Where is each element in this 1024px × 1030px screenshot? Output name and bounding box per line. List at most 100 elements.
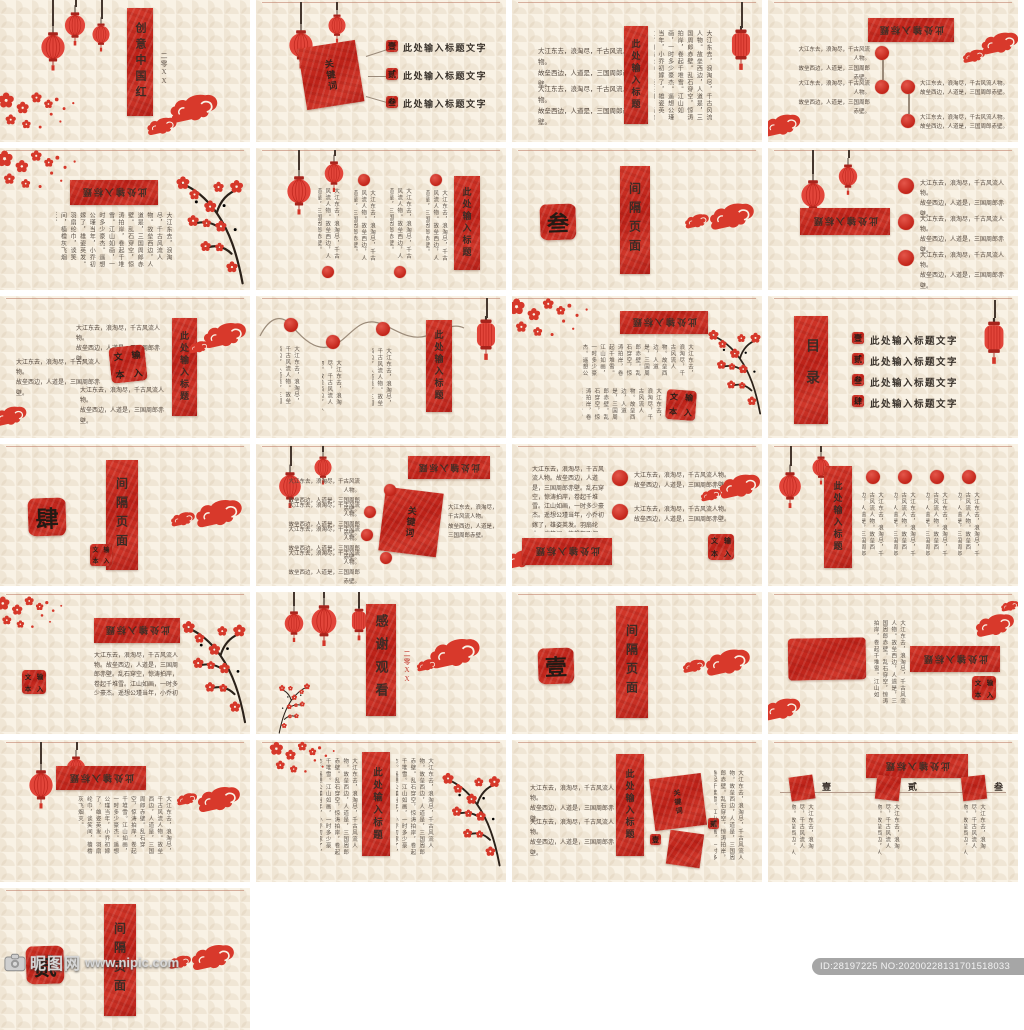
top-rule [518,742,756,743]
vertical-text: 大江东去，浪淘尽，千古风流人物。故垒西边，人道是，三国周郎赤壁。 [390,188,411,260]
lantern-icon [282,604,306,644]
seal-two: 贰 [852,353,864,365]
vertical-poem: 大江东去，浪淘尽，千古风流人物。故垒西边，人道是，三国周郎赤壁。乱石穿空，惊涛拍… [872,620,905,705]
toc-item: 此处输入标题文字 [870,379,959,389]
vertical-poem: 大江东去，浪淘尽，千古风流人物。故垒西边，人道是，三国周郎赤壁。乱石穿空，惊涛拍… [77,796,171,855]
seal-char: 输 [103,548,110,554]
lantern-string [52,0,54,26]
cloud-icon [170,510,196,528]
top-rule [6,890,244,891]
body-line: 大江东去，浪淘尽，千古风流人物。 [530,820,615,837]
body-line: 故垒西边，人道是，三国周郎赤壁。 [16,380,101,397]
slide-thumb-17-paragraph: 此处输入标题 大江东去，浪淘尽，千古风流人物。故垒西边，人道是，三国周郎赤壁。乱… [0,592,250,734]
seal-char: 入 [36,686,44,693]
item-title: 此处输入标题文字 [403,71,488,81]
seal-char: 文 [974,680,982,687]
seal-three: 叁 [386,96,398,108]
body-line: 故垒西边，人道是，三国周郎赤壁。 [288,545,360,562]
body-line: 故垒西边，人道是，三国周郎赤壁。 [920,273,1005,290]
text-input-seal: 文输 本入 [108,344,148,384]
body-paragraph: 大江东去，浪淘尽，千古风流人物。 故垒西边，人道是，三国周郎赤壁。 [284,502,360,539]
keyword-label: 关键词 [403,504,418,539]
body-paragraph: 大江东去，浪淘尽，千古风流人物。 故垒西边，人道是，三国周郎赤壁。 [920,215,1012,256]
top-rule [262,446,500,447]
plum-branch-icon [256,678,332,734]
keyword-card: 关键词 [378,486,444,558]
arc-dot [380,552,392,564]
body-line: 大江东去，浪淘尽，千古风流人物。 [538,86,629,105]
cloud-icon [962,48,986,64]
slide-thumb-08-items: 此处输入标题 大江东去，浪淘尽，千古风流人物。 故垒西边，人道是，三国周郎赤壁。… [768,148,1018,290]
slide-thumb-06-columns: 大江东去，浪淘尽，千古风流人物。故垒西边，人道是，三国周郎赤壁。 大江东去，浪淘… [256,148,506,290]
cloud-icon [190,942,236,972]
body-line: 故垒西边，人道是，三国周郎赤壁。 [530,806,615,823]
banner-title: 此处输入标题 [179,331,189,403]
title-banner-flipped: 此处输入标题 [94,618,180,643]
vertical-poem: 大江东去，浪淘尽，千古风流人物。故垒西边，人道是，三国周郎赤壁。乱石穿空，惊涛拍… [320,758,357,856]
cloud-icon [176,792,198,806]
title-banner: 此处输入标题 [426,320,452,412]
banner-title: 此处输入标题 [832,481,843,553]
body-paragraph: 大江东去，浪淘尽，千古风流人物。 故垒西边，人道是，三国周郎赤壁。 [80,386,174,427]
slide-thumb-01-cover: 创意中国红 二零XX [0,0,250,142]
slide-thumb-15-text-bullets: 大江东去，浪淘尽，千古风流人物。故垒西边，人道是，三国周郎赤壁。乱石穿空，惊涛拍… [512,444,762,586]
seal-char: 入 [986,692,994,699]
item-title: 此处输入标题文字 [403,99,488,109]
top-rule [774,742,1012,743]
connector-line [368,76,386,77]
seal-char: 输 [36,674,44,681]
timeline-line [908,94,910,114]
seal-char: 本 [711,549,718,558]
lantern-string [994,300,996,318]
seal-char: 文 [24,674,32,681]
seal-char: 入 [724,549,731,558]
bullet-dot [898,250,914,266]
vertical-text: 大江东去，浪淘尽，千古风流人物。故垒西边，人道是，三国周郎赤壁。 [322,360,341,412]
seal-one: 壹 [650,834,661,845]
top-rule [774,446,1012,447]
lantern-icon [90,17,112,53]
slide-thumb-20-block: 大江东去，浪淘尽，千古风流人物。故垒西边，人道是，三国周郎赤壁。乱石穿空，惊涛拍… [768,592,1018,734]
keyword-card: 关键词 [297,39,365,111]
lantern-icon [326,8,348,44]
numeral-one: 壹 [822,782,832,792]
top-rule [774,594,1012,595]
vertical-poem: 大江东去，浪淘尽，千古风流人物。故垒西边，人道是，三国周郎赤壁。乱石穿空，惊涛拍… [657,30,711,121]
cloud-icon [768,696,802,722]
thanks-banner: 感谢观看 [366,604,396,716]
toc-item: 此处输入标题文字 [870,358,959,368]
red-card [665,829,705,869]
body-paragraph: 大江东去，浪淘尽，千古风流人物。 故垒西边，人道是，三国周郎赤壁。 [920,80,1008,99]
banner-title: 此处输入标题 [371,766,381,842]
slide-thumb-22-columns: 大江东去，浪淘尽，千古风流人物。故垒西边，人道是，三国周郎赤壁。乱石穿空，惊涛拍… [256,740,506,882]
plum-cluster-icon [0,594,74,640]
vertical-poem: 大江东去，浪淘尽，千古风流人物。故垒西边，人道是，三国周郎赤壁。乱石穿空，惊涛拍… [714,770,743,861]
vertical-text: 大江东去，浪淘尽，千古风流人物。故垒西边，人道是，三国周郎赤壁。 [958,492,979,557]
banner-title: 此处输入标题 [877,24,944,35]
slide-thumb-13-divider-four: 肆 间隔页面 文输 本入 [0,444,250,586]
title-banner-flipped: 此处输入标题 [522,538,612,565]
timeline-dot [284,318,298,332]
plum-branch-icon [176,164,250,286]
seal-char: 本 [668,407,678,417]
toc-banner: 目录 [794,316,828,424]
numeral-two: 贰 [908,782,918,792]
timeline-card [960,774,988,802]
slide-thumb-05-poem: 此处输入标题 大江东去，浪淘尽，千古风流人物。故垒西边，人道是，三国周郎赤壁。乱… [0,148,250,290]
arc-dot [364,506,376,518]
banner-title: 此处输入标题 [67,772,134,783]
slide-thumb-02-keyword-list: 关键词 壹 此处输入标题文字 贰 此处输入标题文字 叁 此处输入标题文字 [256,0,506,142]
title-banner-flipped: 此处输入标题 [56,766,146,790]
body-line: 大江东去，浪淘尽，千古风流人物。 [288,527,360,543]
body-line: 故垒西边，人道是，三国周郎赤壁。 [634,517,731,524]
body-line: 大江东去，浪淘尽，千古风流人物。 [448,505,498,521]
keyword-label: 关键词 [322,57,339,93]
seal-char: 入 [683,408,693,418]
body-paragraph: 大江东去，浪淘尽，千古风流人物。 故垒西边，人道是，三国周郎赤壁。 [538,46,632,90]
body-line: 大江东去，浪淘尽，千古风流人物。 [288,479,360,495]
slide-thumb-09-staggered: 大江东去，浪淘尽，千古风流人物。 故垒西边，人道是，三国周郎赤壁。 大江东去，浪… [0,296,250,438]
body-line: 故垒西边，人道是，三国周郎赤壁。 [798,65,870,82]
divider-banner: 间隔页面 [620,166,650,274]
bullet-dot [898,214,914,230]
cloud-icon [700,488,722,502]
